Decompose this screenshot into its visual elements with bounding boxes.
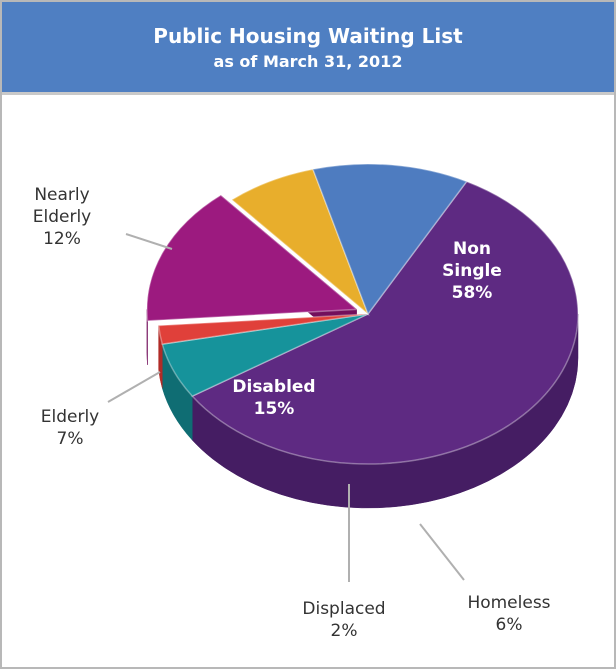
slice-name-elderly: Elderly bbox=[41, 407, 100, 427]
slice-name-homeless: Homeless bbox=[467, 593, 550, 613]
slice-percent-elderly: 7% bbox=[57, 429, 84, 449]
slice-label-nearly-elderly: Nearly Elderly 12% bbox=[33, 185, 92, 249]
slice-name-nearly-elderly: Elderly bbox=[33, 207, 92, 227]
slice-name-non-single: Non bbox=[453, 239, 491, 259]
leader-line-elderly bbox=[107, 371, 161, 403]
chart-header: Public Housing Waiting List as of March … bbox=[2, 2, 614, 95]
pie-labels: Non Single 58% Homeless 6% Displaced 2% Disable… bbox=[33, 185, 551, 641]
slice-name-displaced: Displaced bbox=[302, 599, 385, 619]
leader-line-nearly-elderly bbox=[125, 233, 173, 250]
slice-label-elderly: Elderly 7% bbox=[41, 407, 100, 449]
pie-slice-non-single bbox=[191, 180, 579, 465]
pie-slice-disabled bbox=[146, 194, 359, 322]
slice-percent-displaced: 2% bbox=[331, 621, 358, 641]
pie-slice-homeless bbox=[161, 313, 369, 398]
slice-label-disabled: Disabled 15% bbox=[232, 377, 315, 419]
pie-slice-nearly-elderly bbox=[311, 163, 468, 316]
slice-name-disabled: Disabled bbox=[232, 377, 315, 397]
leader-line-homeless bbox=[419, 523, 465, 581]
slice-name-nearly-elderly: Nearly bbox=[34, 185, 89, 205]
chart-subtitle: as of March 31, 2012 bbox=[213, 52, 403, 71]
chart-title: Public Housing Waiting List bbox=[153, 24, 463, 48]
pie-slice-elderly bbox=[230, 168, 370, 317]
slice-percent-nearly-elderly: 12% bbox=[43, 229, 81, 249]
slice-label-non-single: Non Single 58% bbox=[442, 239, 502, 303]
slice-percent-non-single: 58% bbox=[452, 283, 493, 303]
slice-label-homeless: Homeless 6% bbox=[467, 593, 550, 635]
slice-label-displaced: Displaced 2% bbox=[302, 599, 385, 641]
pie-slices bbox=[146, 163, 579, 465]
pie-slice-displaced bbox=[157, 313, 369, 345]
slice-percent-homeless: 6% bbox=[496, 615, 523, 635]
slice-name-non-single: Single bbox=[442, 261, 502, 281]
slice-percent-disabled: 15% bbox=[254, 399, 295, 419]
